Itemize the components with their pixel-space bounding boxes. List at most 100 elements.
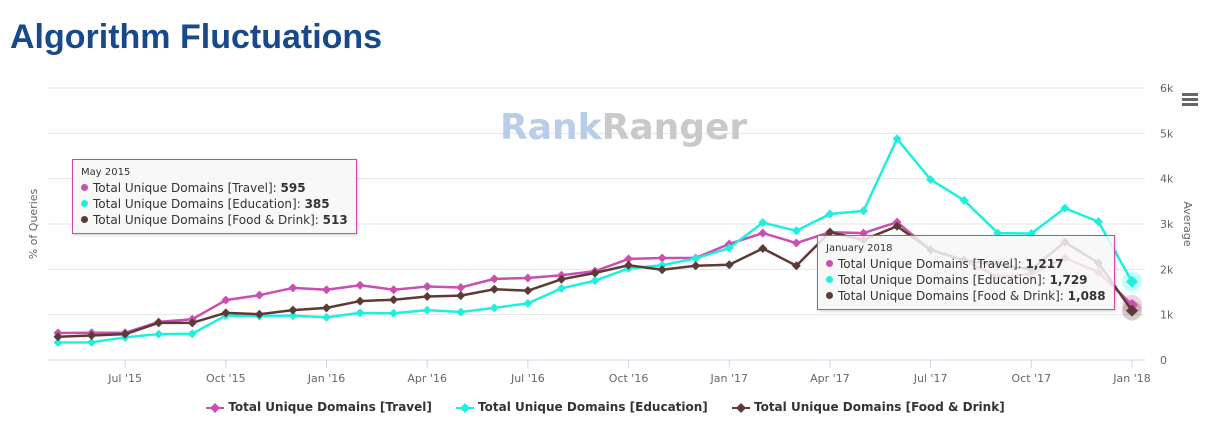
legend: Total Unique Domains [Travel] Total Uniq…: [0, 400, 1211, 414]
data-point[interactable]: [825, 209, 835, 219]
data-point[interactable]: [758, 243, 768, 253]
data-point[interactable]: [825, 227, 835, 237]
data-point[interactable]: [288, 305, 298, 315]
data-point[interactable]: [355, 280, 365, 290]
data-point[interactable]: [87, 337, 97, 347]
data-point[interactable]: [322, 303, 331, 313]
data-point[interactable]: [590, 268, 600, 278]
legend-item-travel[interactable]: Total Unique Domains [Travel]: [206, 400, 432, 414]
tooltip-row: Total Unique Domains [Food & Drink]: 513: [81, 212, 348, 228]
data-point[interactable]: [892, 134, 902, 144]
data-point[interactable]: [489, 274, 499, 284]
data-point[interactable]: [1126, 275, 1138, 288]
data-point[interactable]: [456, 282, 466, 292]
data-point[interactable]: [422, 292, 432, 302]
left-axis-label: % of Queries: [27, 188, 40, 259]
data-point[interactable]: [187, 318, 197, 328]
legend-item-food-drink[interactable]: Total Unique Domains [Food & Drink]: [731, 400, 1005, 414]
data-point[interactable]: [254, 290, 264, 300]
x-tick-label: Jul '16: [510, 372, 545, 385]
data-point[interactable]: [154, 329, 164, 339]
data-point[interactable]: [221, 308, 231, 318]
data-point[interactable]: [187, 329, 197, 339]
tooltip-row: Total Unique Domains [Food & Drink]: 1,0…: [826, 288, 1106, 304]
data-point[interactable]: [657, 265, 667, 275]
data-point[interactable]: [791, 261, 801, 271]
data-point[interactable]: [355, 296, 365, 306]
data-point[interactable]: [724, 243, 734, 253]
watermark: RankRanger: [500, 107, 747, 148]
tooltip-row: Total Unique Domains [Travel]: 595: [81, 180, 348, 196]
data-point[interactable]: [791, 226, 801, 236]
data-point[interactable]: [422, 305, 432, 315]
tooltip-may-2015: May 2015 Total Unique Domains [Travel]: …: [72, 159, 357, 234]
data-point[interactable]: [322, 285, 331, 295]
data-point[interactable]: [523, 286, 533, 296]
data-point[interactable]: [657, 260, 667, 270]
data-point[interactable]: [1093, 217, 1103, 227]
right-axis-label: Average: [1181, 201, 1194, 246]
tooltip-row: Total Unique Domains [Education]: 385: [81, 196, 348, 212]
tooltip-header: May 2015: [81, 167, 131, 178]
page-title: Algorithm Fluctuations: [10, 18, 383, 56]
data-point[interactable]: [691, 253, 701, 263]
data-point[interactable]: [389, 295, 399, 305]
chart-menu-button[interactable]: [1182, 93, 1198, 108]
data-point[interactable]: [1060, 203, 1070, 213]
data-point[interactable]: [791, 238, 801, 248]
data-point[interactable]: [254, 309, 264, 319]
data-point[interactable]: [959, 195, 969, 205]
data-point[interactable]: [758, 228, 768, 238]
y-tick-label: 3k: [1160, 218, 1174, 231]
data-point[interactable]: [556, 283, 566, 293]
x-tick-label: Oct '15: [206, 372, 246, 385]
data-point[interactable]: [489, 303, 499, 313]
legend-item-education[interactable]: Total Unique Domains [Education]: [456, 400, 708, 414]
x-tick-label: Apr '16: [407, 372, 447, 385]
data-point[interactable]: [892, 221, 902, 231]
data-point[interactable]: [389, 285, 399, 295]
data-point[interactable]: [422, 282, 432, 292]
data-point[interactable]: [691, 261, 701, 271]
data-point[interactable]: [456, 291, 466, 301]
x-tick-label: Oct '16: [609, 372, 649, 385]
y-tick-label: 1k: [1160, 309, 1174, 322]
data-point[interactable]: [1126, 304, 1138, 317]
data-point[interactable]: [523, 273, 533, 283]
y-tick-label: 2k: [1160, 263, 1174, 276]
y-tick-label: 5k: [1160, 127, 1174, 140]
data-point[interactable]: [154, 318, 164, 328]
data-point[interactable]: [657, 253, 667, 263]
data-point[interactable]: [288, 283, 298, 293]
x-tick-label: Jan '16: [307, 372, 345, 385]
data-point[interactable]: [120, 329, 130, 339]
data-point[interactable]: [53, 338, 63, 348]
y-tick-label: 6k: [1160, 82, 1174, 95]
x-tick-label: Jan '18: [1112, 372, 1150, 385]
x-tick-label: Jan '17: [710, 372, 748, 385]
data-point[interactable]: [322, 312, 331, 322]
tooltip-header: January 2018: [826, 243, 893, 254]
data-point[interactable]: [556, 274, 566, 284]
data-point[interactable]: [926, 175, 936, 185]
data-point[interactable]: [53, 332, 63, 342]
data-point[interactable]: [355, 308, 365, 318]
x-tick-label: Apr '17: [810, 372, 850, 385]
data-point[interactable]: [724, 260, 734, 270]
data-point[interactable]: [288, 311, 298, 321]
data-point[interactable]: [758, 218, 768, 228]
data-point[interactable]: [624, 260, 634, 270]
data-point[interactable]: [624, 254, 634, 264]
data-point[interactable]: [590, 276, 600, 286]
y-tick-label: 4k: [1160, 173, 1174, 186]
tooltip-row: Total Unique Domains [Travel]: 1,217: [826, 256, 1106, 272]
data-point[interactable]: [523, 298, 533, 308]
series-1: [53, 134, 1138, 348]
data-point[interactable]: [87, 331, 97, 341]
data-point[interactable]: [489, 284, 499, 294]
data-point[interactable]: [456, 307, 466, 317]
tooltip-row: Total Unique Domains [Education]: 1,729: [826, 272, 1106, 288]
data-point[interactable]: [389, 308, 399, 318]
data-point[interactable]: [221, 295, 231, 305]
data-point[interactable]: [859, 206, 868, 216]
